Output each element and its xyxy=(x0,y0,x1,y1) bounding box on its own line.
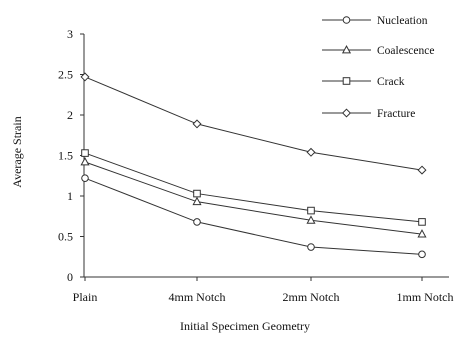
series-line-coalescence xyxy=(84,161,423,235)
legend-label: Crack xyxy=(377,76,405,88)
series-layer xyxy=(80,72,427,259)
legend-marker-fracture xyxy=(341,108,352,118)
y-tick-label: 0.5 xyxy=(58,230,73,244)
data-point-fracture xyxy=(417,165,427,175)
x-axis-title: Initial Specimen Geometry xyxy=(180,319,310,333)
y-tick-label: 2.5 xyxy=(58,68,73,82)
axes: 0 0.5 1 1.5 2 2.5 3 Plain 4mm Notch 2mm Notch 1mm … xyxy=(58,27,454,304)
data-point-coalescence xyxy=(192,196,202,206)
legend-item-coalescence: Coalescence xyxy=(322,45,434,57)
legend-label: Fracture xyxy=(377,108,415,120)
data-point-nucleation xyxy=(81,174,89,182)
data-point-crack xyxy=(193,189,201,198)
legend-marker-crack xyxy=(342,77,351,85)
data-point-nucleation xyxy=(418,250,426,259)
x-tick-label: 2mm Notch xyxy=(283,290,340,304)
data-point-coalescence xyxy=(306,215,316,224)
y-tick-label: 1 xyxy=(67,189,73,203)
series-line-fracture xyxy=(84,76,423,171)
series-line-crack xyxy=(84,152,423,223)
data-point-fracture xyxy=(80,72,90,82)
y-tick-label: 2 xyxy=(67,108,73,122)
legend-item-nucleation: Nucleation xyxy=(322,15,428,27)
data-point-crack xyxy=(418,218,426,226)
x-tick-label: 4mm Notch xyxy=(169,290,226,304)
legend-marker-coalescence xyxy=(341,45,352,54)
y-tick-label: 0 xyxy=(67,270,73,284)
legend-marker-nucleation xyxy=(342,16,351,24)
data-point-crack xyxy=(307,206,315,215)
y-tick-label: 3 xyxy=(67,27,73,41)
data-point-fracture xyxy=(306,147,316,157)
legend-item-crack: Crack xyxy=(322,76,405,88)
data-point-nucleation xyxy=(193,218,201,226)
x-tick-label: 1mm Notch xyxy=(397,290,454,304)
data-point-fracture xyxy=(192,119,202,129)
data-point-nucleation xyxy=(307,243,315,251)
data-point-coalescence xyxy=(417,229,427,238)
legend-label: Nucleation xyxy=(377,15,428,27)
data-point-crack xyxy=(81,149,89,157)
data-point-coalescence xyxy=(80,157,90,166)
y-tick-label: 1.5 xyxy=(58,149,73,163)
series-line-nucleation xyxy=(84,177,423,255)
y-axis-title: Average Strain xyxy=(10,116,24,187)
x-tick-label: Plain xyxy=(73,290,98,304)
legend: Nucleation Coalescence Crack Fracture xyxy=(322,15,434,120)
legend-item-fracture: Fracture xyxy=(322,108,415,120)
legend-label: Coalescence xyxy=(377,45,434,57)
